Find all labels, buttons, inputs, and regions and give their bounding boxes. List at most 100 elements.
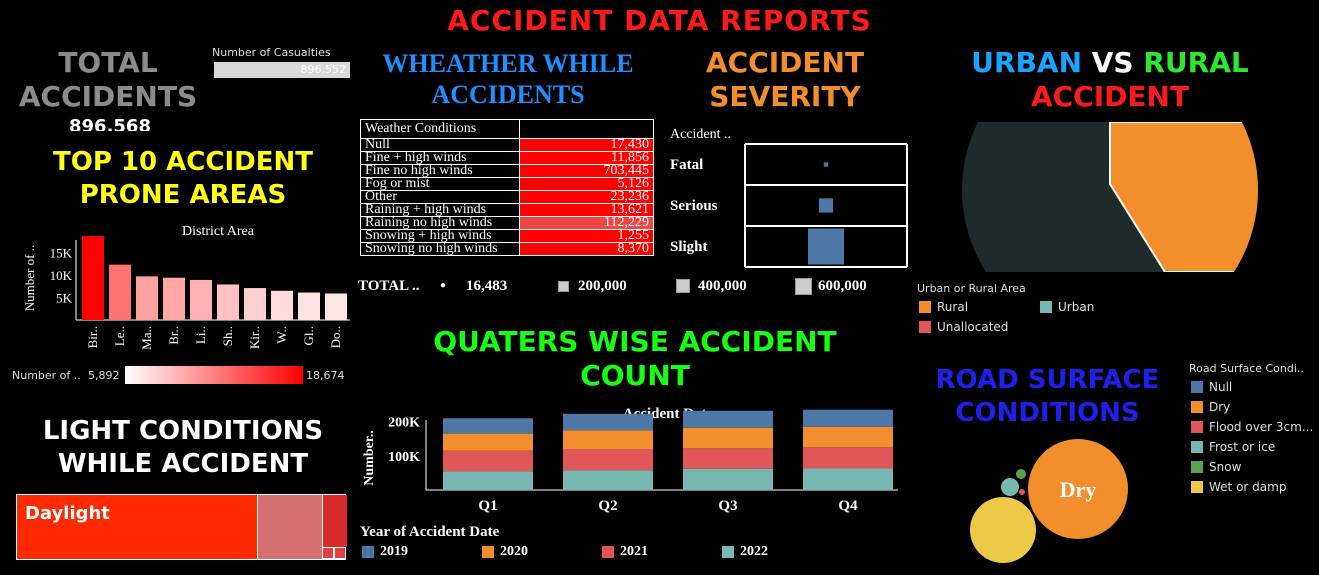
table-row[interactable]: Fog or mist 5,126 xyxy=(360,177,654,191)
road-legend-flood[interactable]: Flood over 3cm... xyxy=(1191,420,1313,434)
year-legend-2020[interactable]: 2020 xyxy=(482,544,528,560)
treemap-small-2[interactable] xyxy=(334,547,346,559)
legend-swatch xyxy=(1191,461,1203,473)
size-legend-square-2 xyxy=(558,281,569,292)
light-conditions-treemap[interactable]: Daylight xyxy=(16,494,347,560)
weather-title-line1: WHEATHER WHILE xyxy=(382,49,634,78)
top10-ytick: 10K xyxy=(50,268,73,283)
treemap-daylight-label: Daylight xyxy=(25,503,110,524)
weather-value: 112,229 xyxy=(519,216,654,230)
title-vs: VS xyxy=(1091,46,1134,79)
quarters-title-line2: COUNT xyxy=(580,359,690,392)
weather-column-header[interactable]: Weather Conditions xyxy=(360,119,520,139)
severity-title-line1: ACCIDENT xyxy=(705,46,865,79)
urban-rural-title: URBAN VS RURAL ACCIDENT xyxy=(940,46,1280,114)
urban-title-line2: ACCIDENT xyxy=(1030,80,1190,113)
top10-category-label: Ma.. xyxy=(139,326,154,350)
top10-bar xyxy=(163,277,185,320)
size-legend: TOTAL .. ● 16,483 200,000 400,000 600,00… xyxy=(358,278,918,298)
year-legend-2019[interactable]: 2019 xyxy=(362,544,408,560)
top10-category-label: W.. xyxy=(274,326,289,344)
bubble-dry-label: Dry xyxy=(1060,477,1097,502)
legend-label: 2022 xyxy=(740,544,768,559)
pie-group xyxy=(962,122,1258,272)
treemap-darkness-lit[interactable] xyxy=(257,495,323,559)
top10-bar xyxy=(271,290,293,320)
quarters-bar-segment xyxy=(563,430,653,449)
road-legend-snow[interactable]: Snow xyxy=(1191,460,1241,474)
road-legend-frost[interactable]: Frost or ice xyxy=(1191,440,1275,454)
weather-label: Snowing no high winds xyxy=(360,242,520,256)
size-legend-v3: 400,000 xyxy=(698,278,747,294)
weather-table[interactable]: Weather Conditions Null 17,430 Fine + hig… xyxy=(360,119,654,256)
weather-value: 5,126 xyxy=(519,177,654,191)
table-row[interactable]: Fine no high winds 703,445 xyxy=(360,164,654,178)
severity-title: ACCIDENT SEVERITY xyxy=(680,46,890,114)
legend-swatch xyxy=(482,546,494,558)
bubble-flood[interactable] xyxy=(1019,489,1025,495)
bubble-frost-or-ice[interactable] xyxy=(1001,478,1019,496)
year-legend-2021[interactable]: 2021 xyxy=(602,544,648,560)
table-row[interactable]: Null 17,430 xyxy=(360,138,654,152)
legend-swatch xyxy=(1191,401,1203,413)
urban-legend-unallocated[interactable]: Unallocated xyxy=(919,320,1008,334)
legend-label: 2021 xyxy=(620,544,648,559)
weather-label: Fine no high winds xyxy=(360,164,520,178)
top10-category-label: Br.. xyxy=(166,326,181,345)
weather-label: Raining + high winds xyxy=(360,203,520,217)
legend-swatch xyxy=(1040,301,1052,313)
legend-swatch xyxy=(722,546,734,558)
quarters-ytick: 100K xyxy=(388,450,420,465)
year-legend-2022[interactable]: 2022 xyxy=(722,544,768,560)
legend-label: Flood over 3cm... xyxy=(1209,420,1314,434)
light-title-line2: WHILE ACCIDENT xyxy=(57,449,309,479)
title-rural: RURAL xyxy=(1143,46,1249,79)
weather-value: 17,430 xyxy=(519,138,654,152)
table-row[interactable]: Raining + high winds 13,621 xyxy=(360,203,654,217)
legend-label: Snow xyxy=(1209,460,1242,474)
bubble-wet-or-damp[interactable] xyxy=(970,497,1036,563)
dashboard-title: ACCIDENT DATA REPORTS xyxy=(447,4,872,37)
legend-label: 2020 xyxy=(500,544,528,559)
quarters-bar-segment xyxy=(563,413,653,431)
urban-title-line1: URBAN VS RURAL xyxy=(940,46,1280,80)
treemap-daylight[interactable]: Daylight xyxy=(17,495,257,559)
table-row[interactable]: Raining no high winds 112,229 xyxy=(360,216,654,230)
top10-bar xyxy=(217,284,239,320)
legend-swatch xyxy=(1191,481,1203,493)
bubble-dry[interactable] xyxy=(1028,439,1128,539)
quarters-bar-segment xyxy=(563,470,653,490)
weather-label: Snowing + high winds xyxy=(360,229,520,243)
urban-legend-rural[interactable]: Rural xyxy=(919,300,968,314)
top10-chart[interactable]: District Area Number of .. 5K 10K 15K Bir.. Le… xyxy=(10,220,355,360)
title-urban: URBAN xyxy=(971,46,1083,79)
treemap-darkness-unlit[interactable] xyxy=(322,495,347,547)
size-legend-v1: 16,483 xyxy=(466,278,508,294)
severity-chart[interactable]: Accident .. Fatal Serious Slight xyxy=(660,120,910,270)
size-legend-v2: 200,000 xyxy=(578,278,627,294)
severity-header: Accident .. xyxy=(670,127,731,142)
urban-rural-pie[interactable] xyxy=(960,122,1260,272)
top10-legend-label: Number of .. xyxy=(12,369,81,382)
road-legend-dry[interactable]: Dry xyxy=(1191,400,1230,414)
top10-category-label: Le.. xyxy=(112,326,127,346)
table-row[interactable]: Snowing + high winds 1,255 xyxy=(360,229,654,243)
top10-category-label: Kir.. xyxy=(247,326,262,349)
size-legend-v4: 600,000 xyxy=(818,278,867,294)
top10-ylabel: Number of .. xyxy=(22,245,37,311)
top10-category-label: Bir.. xyxy=(85,326,100,348)
road-legend-null[interactable]: Null xyxy=(1191,380,1232,394)
bubble-snow[interactable] xyxy=(1016,469,1026,479)
treemap-small-1[interactable] xyxy=(322,547,334,559)
road-surface-bubbles[interactable]: Dry xyxy=(960,434,1140,575)
urban-legend-urban[interactable]: Urban xyxy=(1040,300,1094,314)
weather-value: 23,236 xyxy=(519,190,654,204)
road-legend-wet[interactable]: Wet or damp xyxy=(1191,480,1286,494)
weather-value-header xyxy=(519,119,654,139)
legend-swatch xyxy=(362,546,374,558)
year-legend-title: Year of Accident Date xyxy=(360,524,500,540)
table-row[interactable]: Snowing no high winds 8,370 xyxy=(360,242,654,256)
top10-category-label: Gl.. xyxy=(301,326,316,346)
casualties-bar[interactable]: 896,552 xyxy=(214,62,350,78)
